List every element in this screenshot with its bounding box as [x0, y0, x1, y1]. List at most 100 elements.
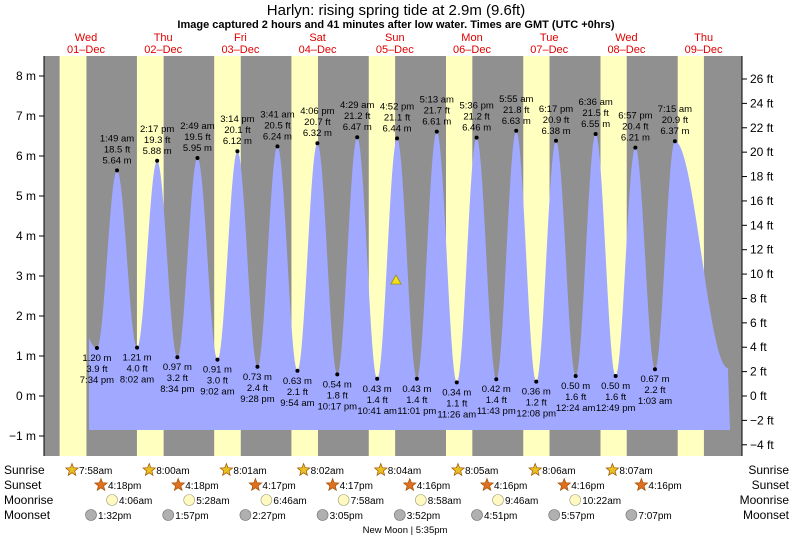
day-date: 02–Dec	[144, 44, 182, 56]
day-name: Mon	[461, 32, 482, 44]
moonrise-time: 4:06am	[119, 496, 152, 507]
tide-time: 5:55 am	[499, 94, 533, 105]
tide-time: 4:29 am	[340, 100, 374, 111]
sunrise-icon	[64, 462, 80, 477]
tide-point	[94, 346, 99, 350]
tide-height-m: 0.91 m	[203, 365, 232, 376]
sunrise-time: 8:02am	[311, 466, 344, 477]
right-axis-tick-label: 26 ft	[750, 72, 774, 86]
tide-height-ft: 20.7 ft	[304, 117, 331, 128]
tide-time: 8:02 am	[120, 375, 154, 386]
day-date: 09–Dec	[685, 44, 723, 56]
tide-point	[235, 149, 240, 154]
moonrise-row-label-left: Moonrise	[4, 493, 54, 507]
moonrise-time: 6:46am	[273, 496, 306, 507]
sunset-icon	[557, 477, 572, 492]
tide-point	[672, 139, 677, 144]
tide-height-m: 6.63 m	[502, 116, 531, 127]
right-axis-tick-label: 6 ft	[750, 316, 767, 330]
sunrise-time: 8:06am	[542, 466, 575, 477]
day-name: Wed	[615, 32, 637, 44]
sunset-icon	[479, 477, 495, 492]
moonset-row-label-left: Moonset	[4, 508, 51, 522]
left-axis-tick-label: −1 m	[9, 429, 36, 443]
tide-point	[335, 372, 340, 377]
tide-time: 9:54 am	[280, 398, 314, 409]
tide-height-ft: 1.4 ft	[367, 395, 388, 406]
sunrise-icon	[605, 462, 620, 477]
sunset-time: 4:16pm	[571, 481, 604, 492]
left-axis-tick-label: 7 m	[16, 109, 36, 123]
sunset-icon	[402, 477, 417, 492]
tide-height-ft: 3.0 ft	[207, 376, 228, 387]
day-name: Fri	[234, 32, 247, 44]
moonrise-time: 8:58am	[428, 496, 461, 507]
tide-point	[593, 132, 598, 136]
tide-time: 11:26 am	[437, 409, 476, 420]
tide-height-m: 0.50 m	[601, 381, 630, 392]
tide-point	[414, 376, 419, 381]
sunset-time: 4:17pm	[340, 481, 373, 492]
tide-time: 12:24 am	[556, 403, 596, 414]
sunset-time: 4:16pm	[648, 481, 681, 492]
right-axis-tick-label: 20 ft	[750, 145, 774, 159]
sunrise-row-label-left: Sunrise	[4, 463, 45, 477]
right-axis-tick-label: 8 ft	[750, 291, 767, 305]
tide-time: 10:41 am	[357, 406, 397, 417]
moonrise-time: 10:22am	[582, 496, 621, 507]
tide-height-ft: 1.2 ft	[526, 398, 547, 409]
moonset-icon	[548, 509, 561, 521]
moonset-icon	[393, 509, 406, 521]
tide-height-ft: 1.1 ft	[446, 398, 467, 409]
day-date: 07–Dec	[530, 44, 568, 56]
sunrise-time: 8:07am	[619, 466, 652, 477]
tide-point	[115, 168, 120, 173]
tide-time: 3:41 am	[260, 109, 294, 120]
tide-height-ft: 1.4 ft	[486, 395, 507, 406]
tide-point	[494, 377, 499, 382]
tide-point	[355, 135, 360, 140]
tide-point	[652, 367, 657, 372]
tide-height-m: 6.24 m	[263, 131, 292, 142]
plot-area	[44, 56, 742, 456]
day-name: Tue	[540, 32, 559, 44]
moonrise-time: 7:58am	[351, 496, 384, 507]
sunset-time: 4:16pm	[417, 481, 450, 492]
left-axis-tick-label: 1 m	[16, 349, 36, 363]
tide-time: 7:15 am	[658, 104, 692, 115]
moonset-icon	[625, 509, 638, 521]
right-axis-tick-label: 22 ft	[750, 121, 774, 135]
moonset-icon	[471, 509, 483, 521]
tide-height-ft: 18.5 ft	[104, 144, 131, 155]
right-axis-tick-label: 0 ft	[750, 389, 767, 403]
tide-point	[434, 129, 439, 134]
tide-height-m: 6.55 m	[581, 119, 610, 130]
tide-time: 11:43 pm	[477, 406, 516, 417]
right-axis-tick-label: −2 ft	[750, 413, 774, 427]
tide-height-m: 0.36 m	[522, 387, 551, 398]
tide-point	[534, 379, 539, 384]
tide-time: 6:17 pm	[539, 104, 573, 115]
sunset-icon	[171, 477, 186, 492]
moon-phase-note: New Moon | 5:35pm	[363, 525, 448, 536]
tide-height-ft: 3.9 ft	[86, 364, 107, 375]
tide-height-ft: 19.3 ft	[144, 135, 171, 146]
tide-point	[135, 345, 140, 350]
sunset-time: 4:16pm	[494, 481, 527, 492]
right-axis-tick-label: 14 ft	[750, 218, 774, 232]
tide-height-m: 1.21 m	[123, 353, 152, 364]
tide-height-m: 0.34 m	[442, 387, 471, 398]
sunset-time: 4:18pm	[185, 481, 218, 492]
right-axis-tick-label: 12 ft	[750, 243, 774, 257]
tide-time: 9:02 am	[200, 387, 234, 398]
day-date: 03–Dec	[221, 44, 259, 56]
tide-height-m: 6.32 m	[303, 128, 332, 139]
tide-time: 9:28 pm	[240, 394, 274, 405]
sunset-row-label-left: Sunset	[4, 478, 42, 492]
day-name: Thu	[694, 32, 713, 44]
tide-height-ft: 21.1 ft	[384, 112, 411, 123]
sunset-row-label-right: Sunset	[752, 478, 790, 492]
tide-height-ft: 1.6 ft	[565, 392, 586, 403]
chart-subtitle: Image captured 2 hours and 41 minutes af…	[177, 19, 615, 31]
day-name: Wed	[75, 32, 97, 44]
